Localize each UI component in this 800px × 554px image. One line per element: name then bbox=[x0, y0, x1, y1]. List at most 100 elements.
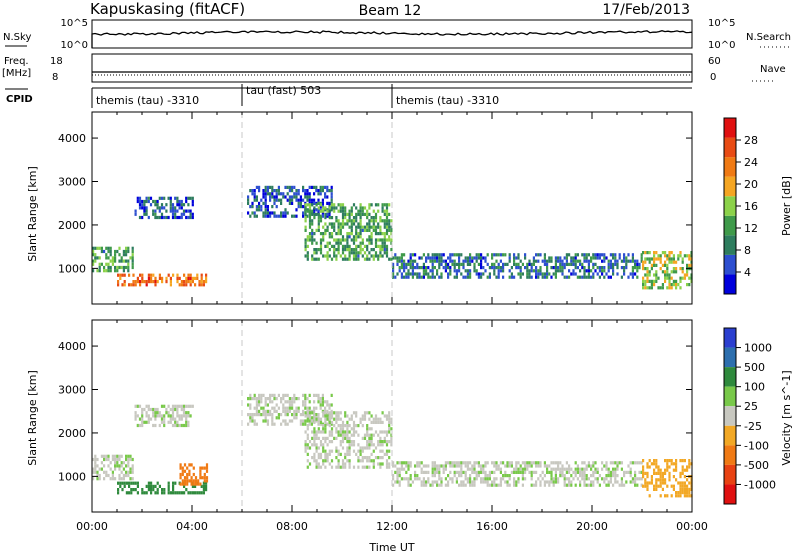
echo-cell bbox=[260, 393, 263, 397]
echo-cell bbox=[361, 248, 364, 252]
echo-cell bbox=[668, 286, 671, 290]
echo-cell bbox=[585, 483, 588, 487]
echo-cell bbox=[273, 198, 276, 202]
echo-cell bbox=[453, 266, 456, 270]
echo-cell bbox=[672, 283, 675, 287]
echo-cell bbox=[377, 443, 380, 447]
echo-cell bbox=[255, 208, 258, 212]
echo-cell bbox=[262, 419, 265, 423]
echo-cell bbox=[333, 203, 336, 207]
echo-cell bbox=[96, 470, 99, 474]
echo-cell bbox=[344, 257, 347, 261]
echo-cell bbox=[634, 266, 637, 270]
echo-cell bbox=[407, 272, 410, 276]
echo-cell bbox=[563, 477, 566, 481]
echo-cell bbox=[499, 269, 502, 273]
echo-cell bbox=[273, 214, 276, 218]
echo-cell bbox=[262, 192, 265, 196]
echo-cell bbox=[156, 411, 159, 415]
echo-cell bbox=[372, 462, 375, 466]
echo-cell bbox=[139, 283, 142, 287]
echo-cell bbox=[366, 222, 369, 226]
echo-cell bbox=[517, 262, 520, 266]
echo-cell bbox=[96, 464, 99, 468]
echo-cell bbox=[147, 407, 150, 412]
echo-cell bbox=[587, 461, 590, 465]
echo-cell bbox=[368, 446, 371, 450]
echo-cell bbox=[339, 232, 342, 236]
echo-cell bbox=[576, 467, 579, 471]
echo-cell bbox=[579, 483, 582, 487]
echo-cell bbox=[679, 459, 682, 463]
echo-cell bbox=[324, 208, 327, 212]
echo-cell bbox=[271, 189, 274, 193]
echo-cell bbox=[427, 480, 430, 484]
echo-cell bbox=[425, 272, 428, 276]
echo-cell bbox=[192, 479, 195, 483]
echo-cell bbox=[172, 273, 175, 277]
echo-cell bbox=[484, 480, 487, 484]
echo-cell bbox=[313, 206, 316, 210]
echo-cell bbox=[286, 422, 289, 426]
echo-cell bbox=[304, 228, 307, 232]
echo-cell bbox=[147, 196, 150, 200]
echo-cell bbox=[330, 427, 334, 431]
echo-cell bbox=[675, 286, 678, 290]
echo-cell bbox=[681, 471, 684, 475]
echo-cell bbox=[587, 253, 590, 257]
echo-cell bbox=[484, 470, 487, 474]
echo-cell bbox=[103, 249, 106, 254]
echo-cell bbox=[370, 443, 373, 447]
echo-cell bbox=[185, 404, 188, 408]
echo-cell bbox=[614, 477, 617, 481]
echo-cell bbox=[341, 257, 345, 261]
echo-cell bbox=[130, 488, 133, 492]
echo-cell bbox=[677, 283, 680, 287]
echo-cell bbox=[178, 276, 181, 280]
echo-cell bbox=[319, 216, 323, 220]
echo-cell bbox=[488, 477, 491, 481]
echo-cell bbox=[187, 203, 190, 207]
echo-cell bbox=[189, 212, 192, 216]
echo-cell bbox=[154, 215, 157, 220]
echo-cell bbox=[385, 443, 389, 447]
echo-cell bbox=[335, 248, 338, 252]
echo-cell bbox=[642, 286, 645, 290]
echo-cell bbox=[167, 196, 170, 200]
echo-cell bbox=[539, 253, 542, 257]
echo-cell bbox=[348, 235, 351, 239]
echo-cell bbox=[405, 262, 408, 266]
echo-cell bbox=[411, 262, 414, 266]
echo-cell bbox=[374, 417, 378, 421]
echo-cell bbox=[145, 196, 148, 200]
echo-cell bbox=[634, 474, 637, 478]
echo-cell bbox=[460, 262, 463, 266]
echo-cell bbox=[601, 467, 604, 471]
echo-cell bbox=[668, 283, 671, 287]
echo-cell bbox=[451, 480, 454, 484]
echo-cell bbox=[341, 216, 345, 220]
echo-cell bbox=[273, 201, 276, 205]
echo-band bbox=[247, 185, 333, 218]
echo-cell bbox=[361, 206, 364, 210]
echo-cell bbox=[189, 280, 192, 284]
echo-cell bbox=[552, 467, 555, 471]
echo-cell bbox=[200, 276, 203, 280]
echo-cell bbox=[579, 467, 582, 471]
echo-cell bbox=[277, 416, 280, 420]
echo-cell bbox=[182, 414, 186, 418]
echo-cell bbox=[330, 225, 334, 229]
echo-cell bbox=[681, 276, 684, 280]
echo-cell bbox=[422, 477, 425, 481]
echo-cell bbox=[679, 267, 682, 271]
echo-cell bbox=[377, 440, 380, 444]
echo-cell bbox=[357, 465, 360, 469]
echo-cell bbox=[519, 467, 522, 471]
echo-cell bbox=[379, 449, 382, 453]
echo-cell bbox=[370, 235, 373, 239]
echo-cell bbox=[271, 422, 274, 426]
echo-cell bbox=[317, 189, 320, 193]
echo-cell bbox=[269, 211, 272, 215]
echo-cell bbox=[348, 430, 351, 434]
echo-cell bbox=[436, 256, 439, 260]
